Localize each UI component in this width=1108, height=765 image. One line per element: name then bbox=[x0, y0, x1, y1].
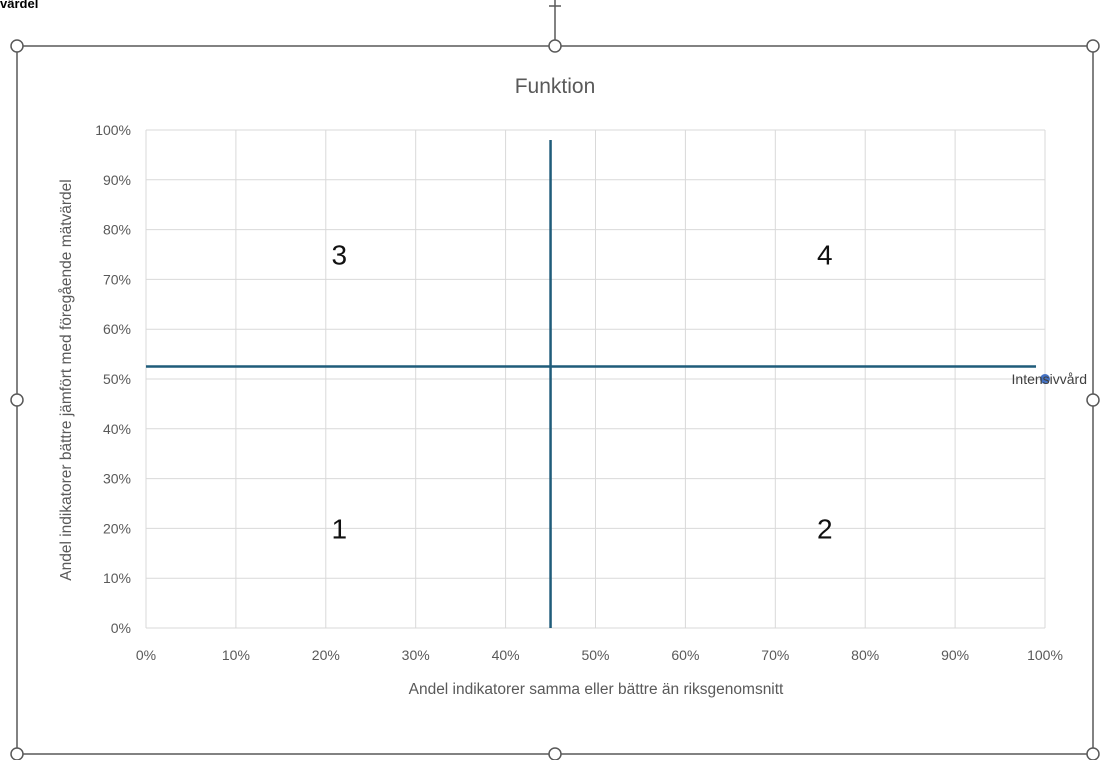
quadrant-label: 3 bbox=[331, 240, 347, 271]
data-point-label: Intensivvård bbox=[1012, 371, 1087, 387]
x-tick-label: 60% bbox=[671, 647, 699, 663]
y-tick-label: 80% bbox=[103, 222, 131, 238]
clipped-label: värdel bbox=[0, 0, 39, 11]
quadrant-label: 1 bbox=[331, 513, 347, 544]
y-tick-label: 20% bbox=[103, 520, 131, 536]
y-tick-label: 100% bbox=[95, 122, 131, 138]
x-tick-label: 100% bbox=[1027, 647, 1063, 663]
resize-handle[interactable] bbox=[548, 747, 562, 761]
y-tick-label: 40% bbox=[103, 421, 131, 437]
y-axis-label: Andel indikatorer bättre jämfört med för… bbox=[58, 179, 75, 581]
resize-handle[interactable] bbox=[10, 39, 24, 53]
x-tick-label: 0% bbox=[136, 647, 156, 663]
y-tick-label: 50% bbox=[103, 371, 131, 387]
y-tick-label: 0% bbox=[111, 620, 131, 636]
chart-title: Funktion bbox=[515, 75, 596, 98]
quadrant-label: 4 bbox=[817, 240, 833, 271]
resize-handle[interactable] bbox=[1086, 39, 1100, 53]
quadrant-label: 2 bbox=[817, 513, 833, 544]
chart-selection-frame[interactable] bbox=[16, 45, 1094, 755]
x-tick-label: 90% bbox=[941, 647, 969, 663]
resize-handle[interactable] bbox=[1086, 747, 1100, 761]
x-tick-label: 70% bbox=[761, 647, 789, 663]
y-tick-label: 60% bbox=[103, 321, 131, 337]
y-tick-label: 30% bbox=[103, 471, 131, 487]
x-tick-label: 20% bbox=[312, 647, 340, 663]
y-tick-label: 70% bbox=[103, 271, 131, 287]
x-tick-label: 40% bbox=[492, 647, 520, 663]
resize-handle[interactable] bbox=[10, 393, 24, 407]
resize-handle[interactable] bbox=[548, 39, 562, 53]
x-tick-label: 80% bbox=[851, 647, 879, 663]
resize-handle[interactable] bbox=[10, 747, 24, 761]
x-tick-label: 30% bbox=[402, 647, 430, 663]
y-tick-label: 10% bbox=[103, 570, 131, 586]
resize-handle[interactable] bbox=[1086, 393, 1100, 407]
x-tick-label: 10% bbox=[222, 647, 250, 663]
x-axis-label: Andel indikatorer samma eller bättre än … bbox=[409, 681, 784, 698]
data-point[interactable] bbox=[1040, 374, 1050, 384]
x-tick-label: 50% bbox=[581, 647, 609, 663]
y-tick-label: 90% bbox=[103, 172, 131, 188]
